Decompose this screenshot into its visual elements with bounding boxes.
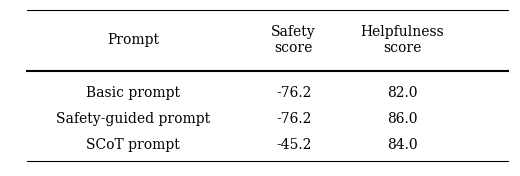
Text: SCoT prompt: SCoT prompt [86, 138, 180, 152]
Text: Safety
score: Safety score [271, 25, 316, 55]
Text: -76.2: -76.2 [276, 86, 311, 100]
Text: Safety-guided prompt: Safety-guided prompt [56, 112, 211, 126]
Text: Basic prompt: Basic prompt [86, 86, 180, 100]
Text: 84.0: 84.0 [387, 138, 418, 152]
Text: 86.0: 86.0 [387, 112, 418, 126]
Text: Prompt: Prompt [107, 33, 159, 47]
Text: -45.2: -45.2 [276, 138, 311, 152]
Text: Helpfulness
score: Helpfulness score [360, 25, 444, 55]
Text: 82.0: 82.0 [387, 86, 418, 100]
Text: -76.2: -76.2 [276, 112, 311, 126]
